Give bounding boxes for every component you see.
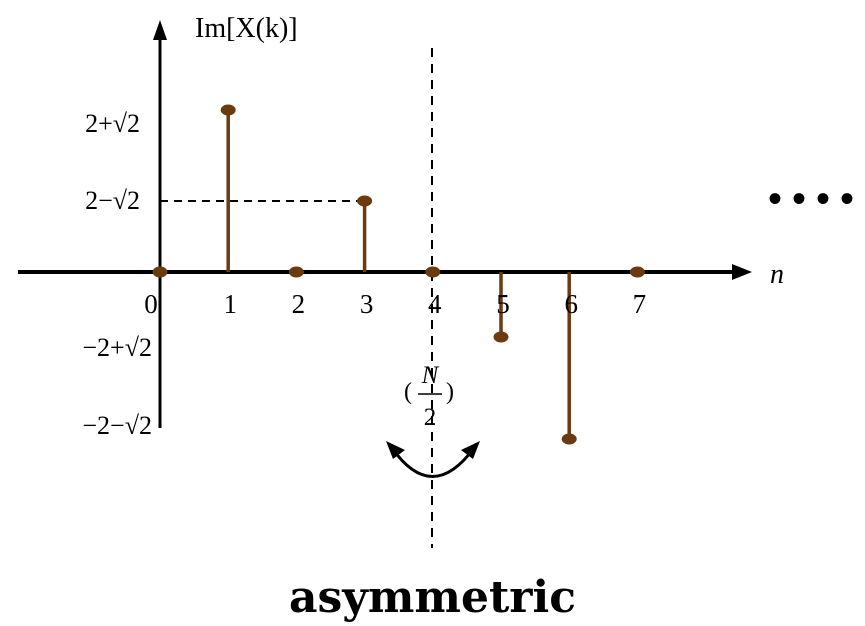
paren-open: ( [404,379,412,405]
symmetry-arrow-right-head [461,441,480,459]
x-tick-label: 0 [144,289,158,319]
y-axis-title: Im[X(k)] [195,13,298,44]
x-tick-labels: 0 1 2 3 4 5 6 7 [144,289,646,319]
y-tick-label: 2−√2 [85,186,140,215]
x-tick-label: 6 [564,289,578,319]
x-tick-label: 4 [428,289,442,319]
symmetry-denominator: 2 [424,404,437,431]
symmetry-arrow-left-head [386,441,405,459]
x-axis-arrow [732,264,752,280]
y-tick-label: −2+√2 [82,333,152,362]
y-axis-arrow [153,20,167,40]
x-tick-label: 1 [223,289,237,319]
stems-group [152,104,645,445]
x-tick-label: 2 [292,289,306,319]
stem-marker [493,331,509,343]
symmetry-numerator: N [421,362,440,389]
symmetry-label: ( N 2 ) [404,362,454,431]
symmetry-arrow [390,447,476,478]
stem-marker [629,266,645,278]
continuation-dots: • • • • [768,176,854,221]
stem-marker [288,266,304,278]
x-tick-label: 5 [496,289,510,319]
x-tick-label: 7 [633,289,647,319]
stem-marker [425,266,441,278]
x-tick-label: 3 [360,289,374,319]
paren-close: ) [446,379,454,405]
stem-marker [152,266,168,278]
x-axis-title: n [770,259,784,290]
y-tick-label: −2−√2 [82,411,152,440]
y-tick-label: 2+√2 [85,109,140,138]
chart-caption: asymmetric [289,572,576,623]
stem-marker [561,433,577,445]
stem-marker [220,104,236,116]
stem-marker [357,195,373,207]
